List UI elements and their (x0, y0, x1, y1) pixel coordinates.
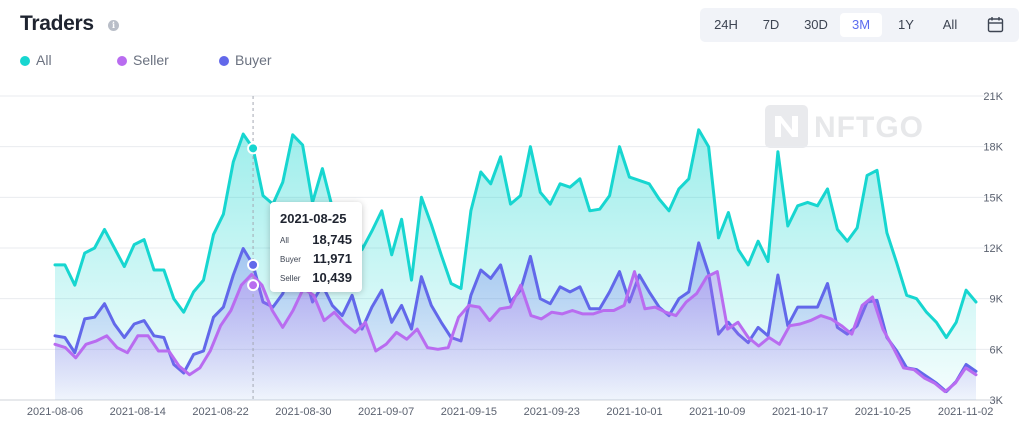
legend-item-seller[interactable]: Seller (117, 52, 169, 68)
legend-dot-buyer (219, 55, 229, 66)
tooltip-label-all: All (280, 236, 289, 245)
x-tick-label: 2021-09-15 (441, 406, 497, 418)
tooltip-value-all: 18,745 (312, 232, 352, 247)
tooltip-row-buyer: Buyer 11,971 (280, 250, 360, 266)
x-tick-label: 2021-10-09 (689, 406, 745, 418)
x-tick-label: 2021-10-01 (606, 406, 662, 418)
tooltip-row-seller: Seller 10,439 (280, 269, 360, 285)
tooltip-date: 2021-08-25 (280, 211, 347, 226)
y-tick-label: 15K (983, 192, 1003, 204)
time-range-selector: 24H 7D 30D 3M 1Y All (700, 8, 1019, 42)
series-line-seller (53, 270, 978, 394)
nftgo-watermark: NFTGO (765, 105, 923, 149)
info-icon[interactable]: i (108, 20, 119, 31)
legend-label-all: All (36, 52, 52, 68)
x-tick-label: 2021-10-17 (772, 406, 828, 418)
y-tick-label: 18K (983, 142, 1003, 154)
range-button-24h[interactable]: 24H (714, 17, 738, 32)
legend-dot-seller (117, 55, 127, 66)
x-tick-label: 2021-08-30 (275, 406, 331, 418)
nftgo-logo (765, 105, 808, 148)
range-button-1y[interactable]: 1Y (898, 17, 914, 32)
x-tick-label: 2021-08-14 (110, 406, 166, 418)
area-fill-seller (55, 271, 976, 400)
tooltip-value-seller: 10,439 (312, 270, 352, 285)
legend-label-buyer: Buyer (235, 52, 272, 68)
tooltip-label-seller: Seller (280, 274, 301, 283)
series-line-all (53, 128, 978, 339)
legend-label-seller: Seller (133, 52, 169, 68)
x-tick-label: 2021-08-06 (27, 406, 83, 418)
x-tick-label: 2021-09-23 (524, 406, 580, 418)
y-tick-label: 21K (983, 91, 1003, 103)
x-tick-label: 2021-11-02 (938, 406, 993, 418)
legend-item-all[interactable]: All (20, 52, 52, 68)
range-button-7d[interactable]: 7D (762, 17, 780, 32)
x-tick-label: 2021-08-22 (192, 406, 248, 418)
chart-tooltip: 2021-08-25 All 18,745 Buyer 11,971 Selle… (270, 202, 362, 292)
y-tick-label: 6K (990, 344, 1004, 356)
y-tick-label: 3K (990, 395, 1004, 407)
hover-point-seller (247, 279, 260, 292)
range-button-30d[interactable]: 30D (804, 17, 828, 32)
legend-dot-all (20, 55, 30, 66)
y-tick-label: 12K (983, 243, 1003, 255)
hover-point-buyer (247, 258, 260, 271)
calendar-icon[interactable] (987, 16, 1004, 33)
tooltip-row-all: All 18,745 (280, 231, 360, 247)
range-button-all[interactable]: All (942, 17, 958, 32)
legend-item-buyer[interactable]: Buyer (219, 52, 272, 68)
page-title: Traders (20, 12, 94, 35)
watermark-text: NFTGO (814, 111, 924, 144)
tooltip-label-buyer: Buyer (280, 255, 301, 264)
tooltip-value-buyer: 11,971 (312, 251, 352, 266)
x-tick-label: 2021-09-07 (358, 406, 414, 418)
hover-point-all (247, 142, 260, 155)
x-tick-label: 2021-10-25 (855, 406, 911, 418)
range-button-3m[interactable]: 3M (840, 13, 882, 37)
y-tick-label: 9K (990, 294, 1004, 306)
